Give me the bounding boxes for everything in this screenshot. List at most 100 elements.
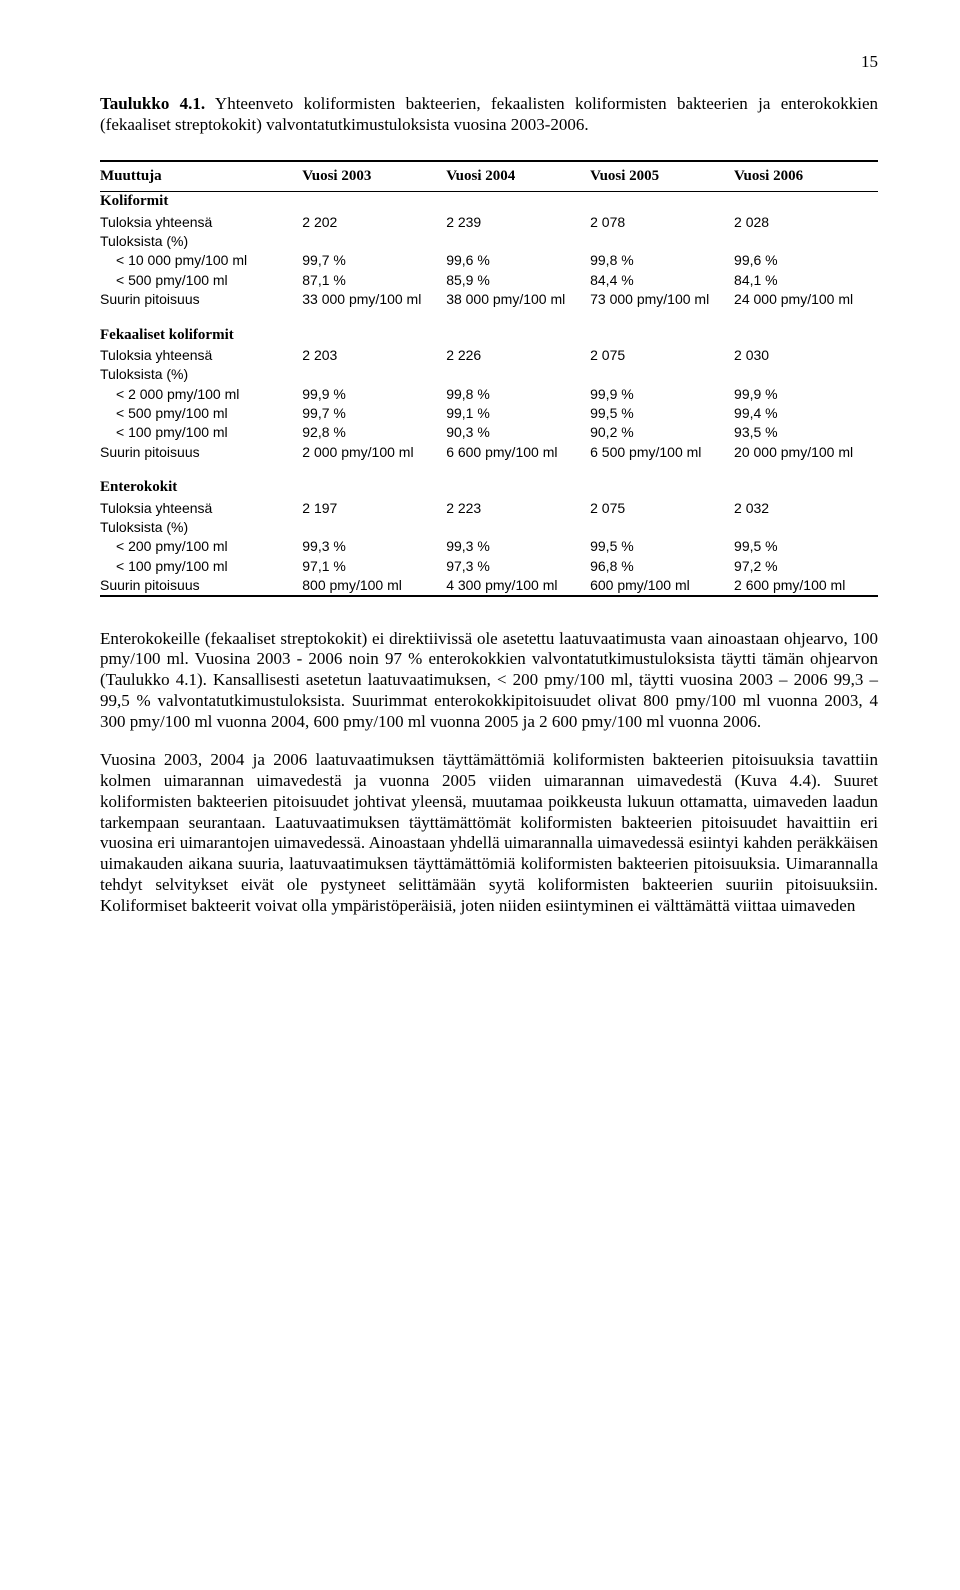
data-table: Muuttuja Vuosi 2003 Vuosi 2004 Vuosi 200… (100, 160, 878, 597)
caption-title: Taulukko 4.1. (100, 94, 205, 113)
caption-text: Yhteenveto koliformisten bakteerien, fek… (100, 94, 878, 134)
cell: 2 032 (734, 498, 878, 517)
cell: 87,1 % (302, 270, 446, 289)
cell: 99,9 % (302, 384, 446, 403)
cell: 600 pmy/100 ml (590, 575, 734, 595)
cell: 2 030 (734, 346, 878, 365)
cell: 2 600 pmy/100 ml (734, 575, 878, 595)
row-label: Tuloksia yhteensä (100, 346, 302, 365)
section-title: Enterokokit (100, 470, 878, 498)
cell: 4 300 pmy/100 ml (446, 575, 590, 595)
row-label: < 100 pmy/100 ml (100, 556, 302, 575)
cell: 800 pmy/100 ml (302, 575, 446, 595)
table-row: Tuloksia yhteensä 2 197 2 223 2 075 2 03… (100, 498, 878, 517)
table-header-row: Muuttuja Vuosi 2003 Vuosi 2004 Vuosi 200… (100, 161, 878, 192)
cell: 99,5 % (734, 537, 878, 556)
table-row: Tuloksia yhteensä 2 203 2 226 2 075 2 03… (100, 346, 878, 365)
cell: 99,7 % (302, 251, 446, 270)
table-row: < 200 pmy/100 ml 99,3 % 99,3 % 99,5 % 99… (100, 537, 878, 556)
cell: 6 500 pmy/100 ml (590, 442, 734, 461)
table-row: Tuloksista (%) (100, 518, 878, 537)
row-label: Suurin pitoisuus (100, 442, 302, 461)
table-row: < 100 pmy/100 ml 97,1 % 97,3 % 96,8 % 97… (100, 556, 878, 575)
table-row: Suurin pitoisuus 33 000 pmy/100 ml 38 00… (100, 289, 878, 308)
cell: 24 000 pmy/100 ml (734, 289, 878, 308)
row-label: Tuloksista (%) (100, 232, 878, 251)
cell: 2 075 (590, 346, 734, 365)
section-title: Koliformit (100, 192, 878, 213)
row-label: Tuloksia yhteensä (100, 212, 302, 231)
cell: 84,4 % (590, 270, 734, 289)
row-label: < 100 pmy/100 ml (100, 423, 302, 442)
table-row: < 100 pmy/100 ml 92,8 % 90,3 % 90,2 % 93… (100, 423, 878, 442)
cell: 97,2 % (734, 556, 878, 575)
cell: 99,5 % (590, 537, 734, 556)
cell: 6 600 pmy/100 ml (446, 442, 590, 461)
table-row: Suurin pitoisuus 2 000 pmy/100 ml 6 600 … (100, 442, 878, 461)
row-label: Tuloksia yhteensä (100, 498, 302, 517)
table-caption: Taulukko 4.1. Yhteenveto koliformisten b… (100, 94, 878, 135)
table-row: < 2 000 pmy/100 ml 99,9 % 99,8 % 99,9 % … (100, 384, 878, 403)
cell: 99,8 % (446, 384, 590, 403)
cell: 2 226 (446, 346, 590, 365)
table-row: Tuloksista (%) (100, 232, 878, 251)
cell: 73 000 pmy/100 ml (590, 289, 734, 308)
cell: 20 000 pmy/100 ml (734, 442, 878, 461)
cell: 2 000 pmy/100 ml (302, 442, 446, 461)
cell: 99,4 % (734, 404, 878, 423)
cell: 99,3 % (446, 537, 590, 556)
cell: 2 203 (302, 346, 446, 365)
table-row: < 500 pmy/100 ml 87,1 % 85,9 % 84,4 % 84… (100, 270, 878, 289)
page-number: 15 (100, 52, 878, 72)
cell: 2 239 (446, 212, 590, 231)
body-paragraph: Enterokokeille (fekaaliset streptokokit)… (100, 629, 878, 733)
row-label: < 10 000 pmy/100 ml (100, 251, 302, 270)
header-cell: Vuosi 2004 (446, 161, 590, 192)
cell: 99,3 % (302, 537, 446, 556)
cell: 99,9 % (734, 384, 878, 403)
header-cell: Vuosi 2006 (734, 161, 878, 192)
cell: 97,3 % (446, 556, 590, 575)
cell: 38 000 pmy/100 ml (446, 289, 590, 308)
table-row: Tuloksista (%) (100, 365, 878, 384)
cell: 90,3 % (446, 423, 590, 442)
header-cell: Vuosi 2005 (590, 161, 734, 192)
cell: 99,1 % (446, 404, 590, 423)
cell: 99,5 % (590, 404, 734, 423)
table-row: Enterokokit (100, 470, 878, 498)
row-label: Tuloksista (%) (100, 365, 878, 384)
table-row: Fekaaliset koliformit (100, 318, 878, 346)
cell: 99,6 % (734, 251, 878, 270)
row-label: < 500 pmy/100 ml (100, 404, 302, 423)
table-row: < 500 pmy/100 ml 99,7 % 99,1 % 99,5 % 99… (100, 404, 878, 423)
row-label: Tuloksista (%) (100, 518, 878, 537)
row-label: < 500 pmy/100 ml (100, 270, 302, 289)
row-label: Suurin pitoisuus (100, 289, 302, 308)
cell: 92,8 % (302, 423, 446, 442)
row-label: < 2 000 pmy/100 ml (100, 384, 302, 403)
table-row: Koliformit (100, 192, 878, 213)
cell: 2 202 (302, 212, 446, 231)
cell: 90,2 % (590, 423, 734, 442)
cell: 97,1 % (302, 556, 446, 575)
cell: 84,1 % (734, 270, 878, 289)
section-title: Fekaaliset koliformit (100, 318, 878, 346)
row-label: Suurin pitoisuus (100, 575, 302, 595)
header-cell: Vuosi 2003 (302, 161, 446, 192)
table-row: < 10 000 pmy/100 ml 99,7 % 99,6 % 99,8 %… (100, 251, 878, 270)
cell: 85,9 % (446, 270, 590, 289)
cell: 33 000 pmy/100 ml (302, 289, 446, 308)
table-row: Tuloksia yhteensä 2 202 2 239 2 078 2 02… (100, 212, 878, 231)
table-row: Suurin pitoisuus 800 pmy/100 ml 4 300 pm… (100, 575, 878, 595)
cell: 99,8 % (590, 251, 734, 270)
cell: 96,8 % (590, 556, 734, 575)
cell: 99,9 % (590, 384, 734, 403)
cell: 2 075 (590, 498, 734, 517)
cell: 99,7 % (302, 404, 446, 423)
row-label: < 200 pmy/100 ml (100, 537, 302, 556)
header-cell: Muuttuja (100, 161, 302, 192)
cell: 93,5 % (734, 423, 878, 442)
spacer-row (100, 309, 878, 318)
cell: 2 078 (590, 212, 734, 231)
cell: 2 197 (302, 498, 446, 517)
